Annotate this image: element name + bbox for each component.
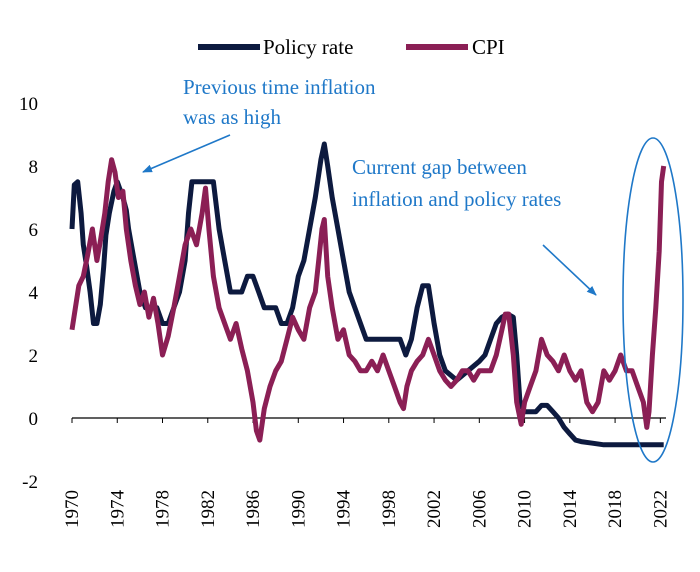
y-axis-ticks: -2 0 2 4 6 8 10 bbox=[19, 94, 39, 493]
x-tick-label: 2010 bbox=[515, 490, 536, 528]
legend: Policy rate CPI bbox=[198, 35, 505, 59]
x-tick-label: 2002 bbox=[424, 490, 445, 528]
x-tick-label: 2022 bbox=[650, 490, 671, 528]
annotation-arrow bbox=[542, 244, 597, 296]
annotation-current-gap: Current gap between inflation and policy… bbox=[352, 137, 684, 463]
x-axis-ticks: 1970 1974 1978 1982 1986 1990 1994 1998 2002 2006… bbox=[62, 418, 671, 528]
x-tick-label: 2006 bbox=[469, 490, 490, 528]
y-tick-label: 10 bbox=[19, 94, 38, 115]
x-tick-label: 1978 bbox=[153, 490, 174, 528]
x-tick-label: 1986 bbox=[243, 490, 264, 528]
annotation-text-line: was as high bbox=[183, 105, 281, 129]
y-tick-label: 8 bbox=[29, 157, 39, 178]
annotation-text-line: Previous time inflation bbox=[183, 75, 376, 99]
y-tick-label: 2 bbox=[29, 346, 39, 367]
legend-label-cpi: CPI bbox=[472, 35, 505, 59]
y-tick-label: 6 bbox=[29, 220, 39, 241]
x-tick-label: 1974 bbox=[107, 490, 128, 529]
x-tick-label: 2018 bbox=[605, 490, 626, 528]
x-tick-label: 1970 bbox=[62, 490, 83, 528]
cpi-line bbox=[69, 157, 667, 443]
annotation-previous-inflation: Previous time inflation was as high bbox=[142, 75, 376, 173]
y-tick-label: -2 bbox=[22, 472, 38, 493]
annotation-arrow bbox=[142, 134, 231, 173]
x-tick-label: 1994 bbox=[334, 490, 355, 529]
annotation-text-line: Current gap between bbox=[352, 155, 527, 179]
x-tick-label: 1998 bbox=[379, 490, 400, 528]
highlight-ellipse bbox=[622, 137, 684, 463]
annotation-text-line: inflation and policy rates bbox=[352, 187, 561, 211]
y-tick-label: 0 bbox=[29, 409, 39, 430]
x-tick-label: 1990 bbox=[288, 490, 309, 528]
legend-label-policy-rate: Policy rate bbox=[263, 35, 353, 59]
x-tick-label: 1982 bbox=[198, 490, 219, 528]
y-tick-label: 4 bbox=[29, 283, 39, 304]
x-tick-label: 2014 bbox=[560, 490, 581, 529]
